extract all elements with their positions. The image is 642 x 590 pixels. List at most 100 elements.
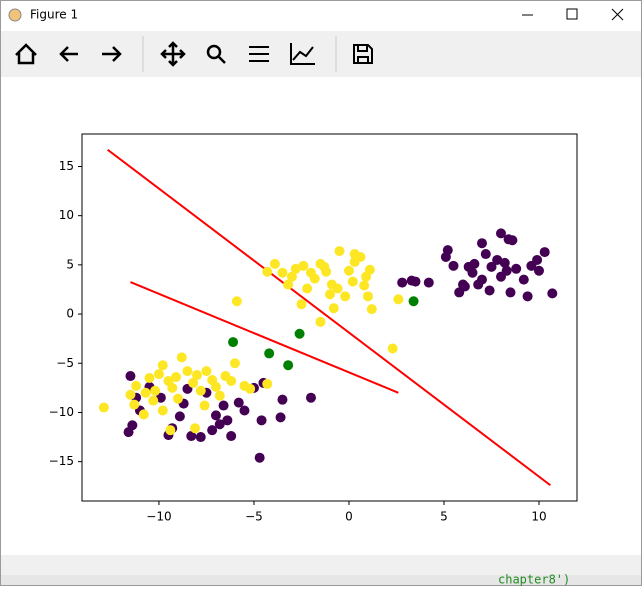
y-tick-label: 10 [59, 208, 74, 222]
point [495, 228, 506, 239]
point [174, 411, 185, 422]
point [207, 425, 218, 436]
point [165, 425, 176, 436]
point [176, 352, 187, 363]
maximize-button[interactable] [566, 8, 578, 20]
point [511, 263, 522, 274]
point [486, 261, 497, 272]
app-icon [8, 8, 22, 22]
point [239, 405, 250, 416]
point [277, 267, 288, 278]
point [182, 366, 193, 377]
background-window [1, 575, 641, 585]
point [387, 343, 398, 354]
point [440, 251, 451, 262]
pan-button[interactable] [160, 41, 186, 67]
fit-line [130, 281, 399, 394]
point [131, 380, 142, 391]
save-button[interactable] [353, 44, 373, 64]
point [275, 412, 286, 423]
point [459, 281, 470, 292]
point [406, 275, 417, 286]
point [190, 423, 201, 434]
point [533, 265, 544, 276]
point [298, 260, 309, 271]
point [302, 283, 313, 294]
point [264, 348, 275, 359]
x-tick-label: −10 [146, 510, 171, 524]
point [254, 452, 265, 463]
point [476, 238, 487, 249]
x-tick-label: 10 [531, 510, 546, 524]
point [210, 381, 221, 392]
point [283, 360, 294, 371]
point [129, 399, 140, 410]
point [245, 383, 256, 394]
point [505, 287, 516, 298]
point [361, 271, 372, 282]
point [423, 277, 434, 288]
point [328, 303, 339, 314]
point [296, 299, 307, 310]
point [186, 431, 197, 442]
point [195, 385, 206, 396]
point [319, 261, 330, 272]
point [294, 328, 305, 339]
point [499, 257, 510, 268]
subplots-button[interactable] [249, 46, 269, 62]
point [262, 378, 273, 389]
x-tick-label: 5 [440, 510, 448, 524]
point [123, 427, 134, 438]
point [448, 260, 459, 271]
point [195, 432, 206, 443]
point [98, 402, 109, 413]
point [290, 263, 301, 274]
point [522, 291, 533, 302]
x-tick-label: 0 [345, 510, 353, 524]
point [191, 370, 202, 381]
point [362, 291, 373, 302]
zoom-handle [218, 56, 226, 64]
point [218, 400, 229, 411]
point [157, 405, 168, 416]
edit-button[interactable] [290, 43, 315, 65]
point [305, 392, 316, 403]
point [172, 393, 183, 404]
point [233, 397, 244, 408]
back-button[interactable] [59, 46, 78, 62]
point [228, 337, 239, 348]
point [269, 258, 280, 269]
toolbar [1, 31, 641, 77]
plot: −10 −5 0 5 10 −15 −10 −5 0 5 10 15 [49, 133, 578, 524]
point [469, 258, 480, 269]
point [324, 289, 335, 300]
point [138, 409, 149, 420]
point [140, 387, 151, 398]
point [157, 360, 168, 371]
point [309, 273, 320, 284]
point [286, 271, 297, 282]
zoom-button[interactable] [206, 44, 222, 60]
point [473, 279, 484, 290]
point [340, 291, 351, 302]
y-tick-label: 0 [66, 307, 74, 321]
home-button[interactable] [15, 43, 37, 65]
point [334, 246, 345, 257]
point [231, 296, 242, 307]
point [201, 366, 212, 377]
close-button[interactable] [611, 8, 624, 21]
point [507, 235, 518, 246]
point [125, 371, 136, 382]
point [532, 254, 543, 265]
point [171, 372, 182, 383]
fit-line [107, 148, 552, 487]
background-text: chapter8') [498, 573, 570, 587]
forward-button[interactable] [102, 46, 122, 62]
point [539, 247, 550, 258]
point [480, 249, 491, 260]
point [226, 375, 237, 386]
point [153, 369, 164, 380]
point [349, 249, 360, 260]
y-tick-label: −5 [56, 356, 74, 370]
